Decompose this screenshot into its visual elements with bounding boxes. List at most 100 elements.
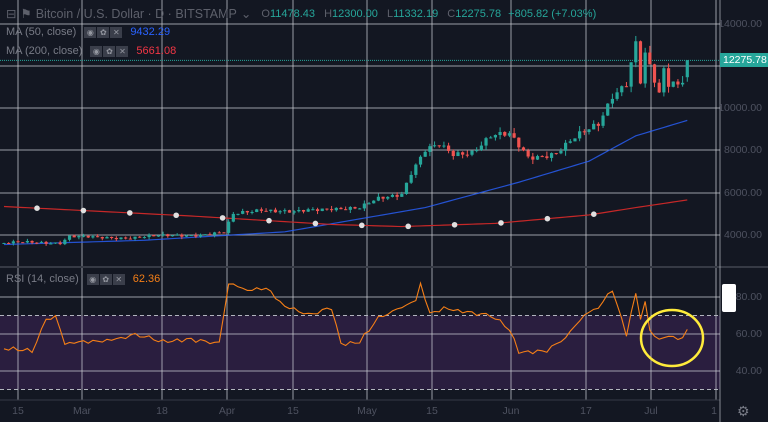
candle-body <box>507 133 512 136</box>
candle-body <box>105 236 109 239</box>
eye-icon[interactable]: ◉ <box>84 26 97 38</box>
gear-icon[interactable]: ✿ <box>103 45 116 57</box>
candle-body <box>147 235 151 238</box>
candle-body <box>255 209 259 213</box>
rsi-line <box>3 281 688 355</box>
candle-body <box>662 68 666 93</box>
price-axis-label: 14000.00 <box>718 18 762 30</box>
close-icon[interactable]: ✕ <box>110 26 123 38</box>
ma200-label[interactable]: MA (200, close) <box>6 45 83 57</box>
flag-icon[interactable]: ⚑ <box>20 7 32 21</box>
candle-body <box>409 174 413 183</box>
candle-body <box>404 182 409 195</box>
candle-body <box>676 81 680 85</box>
candle-body <box>423 151 427 157</box>
candle-body <box>53 242 58 244</box>
candle-body <box>222 232 226 234</box>
chevron-down-icon[interactable]: ⌄ <box>240 7 252 21</box>
candle-body <box>236 213 240 215</box>
candle-body <box>77 235 81 238</box>
price-axis-label: 10000.00 <box>718 102 762 114</box>
candle-body <box>564 142 568 151</box>
candle-body <box>35 242 39 244</box>
candle-body <box>330 209 334 211</box>
candle-body <box>414 164 418 175</box>
ma-point-marker <box>312 220 319 227</box>
rsi-label[interactable]: RSI (14, close) <box>6 273 79 285</box>
candle-body <box>601 115 605 126</box>
candle-body <box>367 203 371 205</box>
candle-body <box>465 154 469 156</box>
candle-body <box>110 236 114 239</box>
close-icon[interactable]: ✕ <box>116 45 129 57</box>
candle-body <box>25 240 29 243</box>
candle-body <box>292 211 296 213</box>
rsi-band <box>0 315 720 390</box>
rsi-legend: RSI (14, close) ◉ ✿ ✕ 62.36 <box>6 273 160 285</box>
candle-body <box>306 209 310 212</box>
time-axis-label: Jul <box>644 405 658 417</box>
candle-body <box>142 237 146 239</box>
collapse-icon[interactable]: ⊟ <box>6 7 17 21</box>
candle-body <box>156 235 161 237</box>
ma-point-marker <box>405 223 412 230</box>
highlight-circle <box>639 308 705 368</box>
eye-icon[interactable]: ◉ <box>86 273 99 285</box>
candle-body <box>418 156 423 165</box>
time-axis-label: 1 <box>711 405 717 417</box>
price-axis-label: 6000.00 <box>724 187 762 199</box>
candle-body <box>344 209 348 211</box>
candle-body <box>213 232 217 235</box>
candle-body <box>372 200 376 204</box>
candle-body <box>535 156 540 160</box>
candle-body <box>629 62 633 87</box>
candle-body <box>503 132 507 136</box>
candle-body <box>447 145 451 151</box>
candle-body <box>72 235 76 238</box>
candle-body <box>643 52 647 84</box>
candle-body <box>170 235 175 237</box>
time-axis-label: Apr <box>218 405 236 417</box>
candle-body <box>297 209 301 212</box>
candle-body <box>44 241 48 244</box>
candle-body <box>353 207 357 209</box>
change-value: +805.82 (+7.03%) <box>508 7 597 20</box>
candle-body <box>133 236 137 239</box>
close-icon[interactable]: ✕ <box>112 273 125 285</box>
candle-body <box>152 235 156 237</box>
candle-body <box>549 153 554 158</box>
candle-body <box>592 123 596 130</box>
candle-body <box>2 243 6 245</box>
settings-gear-icon[interactable]: ⚙ <box>737 403 750 419</box>
symbol-title[interactable]: Bitcoin / U.S. Dollar · D · BITSTAMP <box>35 6 237 21</box>
candle-body <box>250 212 254 214</box>
ma50-label[interactable]: MA (50, close) <box>6 26 77 38</box>
candle-body <box>231 213 235 222</box>
rsi-axis-label: 60.00 <box>735 328 762 340</box>
candle-body <box>175 234 179 236</box>
candle-body <box>540 156 544 158</box>
candle-body <box>180 234 184 237</box>
candle-body <box>278 211 282 213</box>
candle-body <box>624 86 629 88</box>
ma50-value: 9432.29 <box>130 26 171 38</box>
eye-icon[interactable]: ◉ <box>90 45 103 57</box>
candle-body <box>21 242 25 244</box>
candle-body <box>358 208 362 210</box>
candle-body <box>376 196 380 201</box>
candle-body <box>114 238 118 240</box>
candle-body <box>381 196 385 199</box>
ma200-line <box>3 199 688 228</box>
rsi-axis-label: 40.00 <box>735 365 762 377</box>
ma-point-marker <box>127 210 133 216</box>
candle-body <box>442 145 446 147</box>
candle-body <box>63 239 67 245</box>
gear-icon[interactable]: ✿ <box>97 26 110 38</box>
gear-icon[interactable]: ✿ <box>99 273 112 285</box>
candle-body <box>493 135 497 138</box>
candle-body <box>554 153 558 155</box>
scale-handle[interactable] <box>722 284 736 312</box>
candle-body <box>470 150 474 155</box>
candle-body <box>311 209 315 211</box>
